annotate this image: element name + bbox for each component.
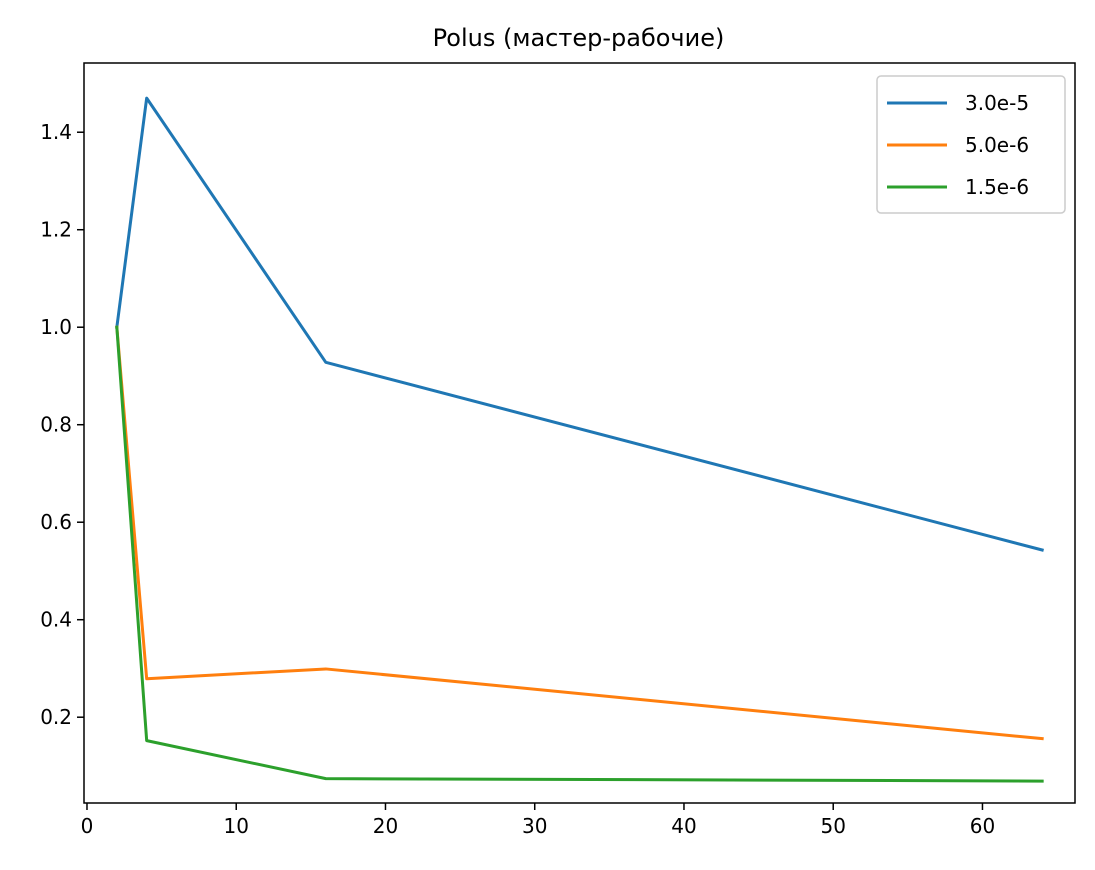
x-tick-label: 0 — [81, 814, 94, 838]
legend: 3.0e-5 5.0e-6 1.5e-6 — [876, 75, 1066, 214]
x-axis: 0 10 20 30 40 50 60 — [81, 803, 995, 838]
legend-label: 1.5e-6 — [965, 175, 1029, 199]
x-tick-label: 60 — [970, 814, 995, 838]
plot-frame — [83, 62, 1076, 804]
legend-label: 3.0e-5 — [965, 91, 1029, 115]
x-tick-label: 20 — [373, 814, 398, 838]
x-tick-label: 50 — [820, 814, 845, 838]
y-tick-label: 0.6 — [40, 510, 72, 534]
series-layer — [115, 96, 1045, 783]
legend-label: 5.0e-6 — [965, 133, 1029, 157]
y-tick-label: 1.4 — [40, 120, 72, 144]
x-tick-label: 30 — [522, 814, 547, 838]
x-tick-label: 10 — [224, 814, 249, 838]
y-axis: 0.2 0.4 0.6 0.8 1.0 1.2 1.4 — [40, 120, 84, 729]
y-tick-label: 0.2 — [40, 705, 72, 729]
y-tick-label: 0.8 — [40, 413, 72, 437]
x-tick-label: 40 — [671, 814, 696, 838]
y-tick-label: 1.0 — [40, 315, 72, 339]
y-tick-label: 0.4 — [40, 608, 72, 632]
y-tick-label: 1.2 — [40, 218, 72, 242]
series-line-1 — [115, 96, 1045, 552]
chart-title: Polus (мастер-рабочие) — [433, 24, 725, 52]
series-line-2 — [115, 325, 1044, 741]
legend-box — [876, 75, 1066, 214]
series-line-3 — [115, 325, 1044, 783]
